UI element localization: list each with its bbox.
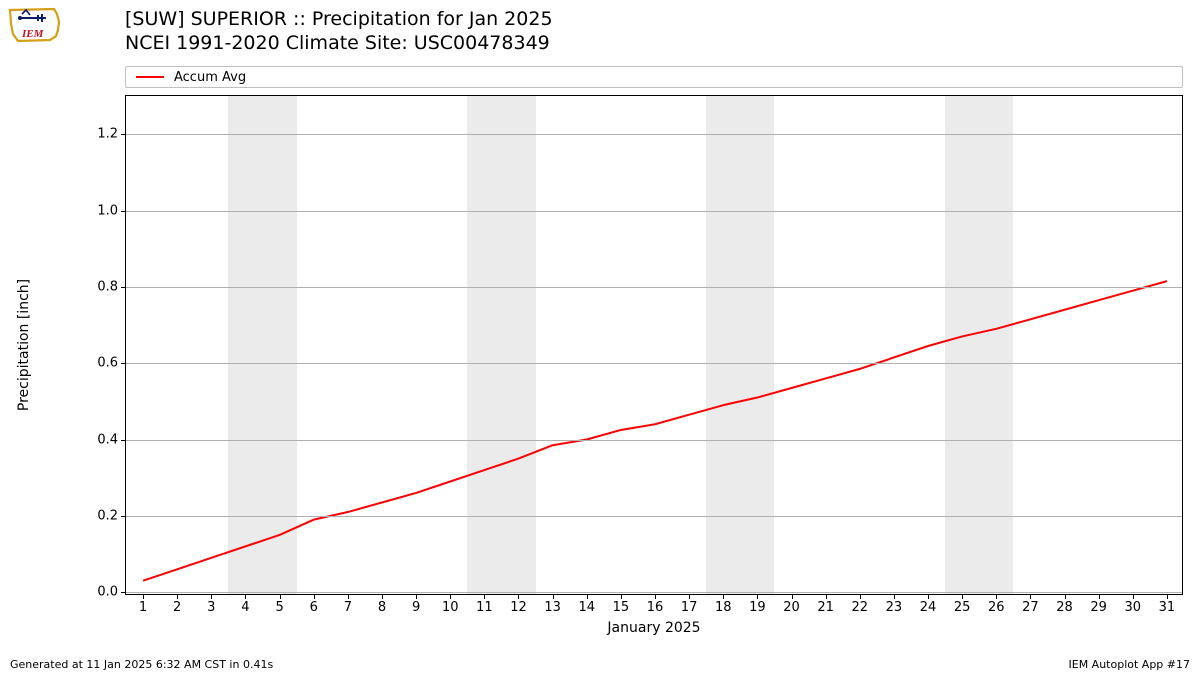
gridline — [126, 516, 1182, 517]
line-layer — [126, 96, 1184, 596]
x-tick-label: 12 — [510, 600, 527, 615]
x-tick — [280, 595, 281, 599]
plot-area: January 2025 Precipitation [inch] 0.00.2… — [125, 95, 1183, 595]
x-tick — [314, 595, 315, 599]
x-tick — [1167, 595, 1168, 599]
x-tick — [621, 595, 622, 599]
x-tick-label: 15 — [613, 600, 630, 615]
y-tick-label: 1.2 — [97, 127, 118, 142]
footer-left: Generated at 11 Jan 2025 6:32 AM CST in … — [10, 658, 273, 671]
x-tick-label: 30 — [1125, 600, 1142, 615]
x-tick-label: 31 — [1159, 600, 1176, 615]
x-tick — [416, 595, 417, 599]
x-tick-label: 20 — [783, 600, 800, 615]
gridline — [126, 363, 1182, 364]
gridline — [126, 440, 1182, 441]
svg-text:IEM: IEM — [21, 28, 45, 40]
x-tick-label: 21 — [817, 600, 834, 615]
x-tick-label: 13 — [544, 600, 561, 615]
x-tick — [996, 595, 997, 599]
x-tick-label: 4 — [241, 600, 249, 615]
x-tick-label: 24 — [920, 600, 937, 615]
y-tick — [121, 592, 125, 593]
gridline — [126, 592, 1182, 593]
y-tick-label: 0.6 — [97, 356, 118, 371]
y-tick-label: 1.0 — [97, 203, 118, 218]
x-tick-label: 18 — [715, 600, 732, 615]
x-tick-label: 3 — [207, 600, 215, 615]
y-tick — [121, 211, 125, 212]
y-tick — [121, 516, 125, 517]
y-tick — [121, 134, 125, 135]
x-tick — [1030, 595, 1031, 599]
x-tick-label: 5 — [275, 600, 283, 615]
x-tick — [1065, 595, 1066, 599]
legend-swatch-accum-avg — [136, 76, 164, 78]
x-tick — [450, 595, 451, 599]
x-tick-label: 9 — [412, 600, 420, 615]
x-tick-label: 2 — [173, 600, 181, 615]
x-tick-label: 7 — [344, 600, 352, 615]
x-axis-label: January 2025 — [607, 620, 700, 636]
x-tick — [1133, 595, 1134, 599]
x-tick-label: 10 — [442, 600, 459, 615]
y-tick — [121, 440, 125, 441]
gridline — [126, 134, 1182, 135]
x-tick — [382, 595, 383, 599]
figure: IEM [SUW] SUPERIOR :: Precipitation for … — [0, 0, 1200, 675]
x-tick — [826, 595, 827, 599]
x-tick — [962, 595, 963, 599]
x-tick-label: 17 — [681, 600, 698, 615]
y-axis-label: Precipitation [inch] — [16, 279, 32, 411]
x-tick — [553, 595, 554, 599]
x-tick-label: 29 — [1090, 600, 1107, 615]
x-tick — [757, 595, 758, 599]
x-tick-label: 28 — [1056, 600, 1073, 615]
chart-title: [SUW] SUPERIOR :: Precipitation for Jan … — [125, 8, 553, 56]
y-tick-label: 0.4 — [97, 432, 118, 447]
x-tick — [689, 595, 690, 599]
gridline — [126, 211, 1182, 212]
x-tick-label: 14 — [578, 600, 595, 615]
x-tick — [860, 595, 861, 599]
x-tick-label: 22 — [851, 600, 868, 615]
title-line-1: [SUW] SUPERIOR :: Precipitation for Jan … — [125, 8, 553, 32]
series-accum-avg — [143, 281, 1167, 581]
y-tick-label: 0.0 — [97, 585, 118, 600]
x-tick — [723, 595, 724, 599]
x-tick-label: 25 — [954, 600, 971, 615]
x-tick — [245, 595, 246, 599]
x-tick-label: 1 — [139, 600, 147, 615]
x-tick — [1099, 595, 1100, 599]
y-tick — [121, 287, 125, 288]
x-tick — [655, 595, 656, 599]
footer-right: IEM Autoplot App #17 — [1069, 658, 1191, 671]
y-tick-label: 0.2 — [97, 508, 118, 523]
legend-label-accum-avg: Accum Avg — [174, 70, 246, 85]
y-tick — [121, 363, 125, 364]
x-tick-label: 27 — [1022, 600, 1039, 615]
gridline — [126, 287, 1182, 288]
x-tick-label: 16 — [647, 600, 664, 615]
x-tick — [484, 595, 485, 599]
x-tick — [518, 595, 519, 599]
x-tick — [143, 595, 144, 599]
x-tick — [348, 595, 349, 599]
x-tick — [894, 595, 895, 599]
legend: Accum Avg — [125, 66, 1183, 88]
x-tick — [792, 595, 793, 599]
x-tick — [177, 595, 178, 599]
x-tick — [587, 595, 588, 599]
x-tick-label: 19 — [749, 600, 766, 615]
x-tick — [211, 595, 212, 599]
y-tick-label: 0.8 — [97, 279, 118, 294]
x-tick-label: 11 — [476, 600, 493, 615]
x-tick-label: 23 — [886, 600, 903, 615]
title-line-2: NCEI 1991-2020 Climate Site: USC00478349 — [125, 32, 553, 56]
x-tick-label: 8 — [378, 600, 386, 615]
iem-logo: IEM — [6, 4, 66, 50]
x-tick-label: 6 — [310, 600, 318, 615]
x-tick-label: 26 — [988, 600, 1005, 615]
x-tick — [928, 595, 929, 599]
